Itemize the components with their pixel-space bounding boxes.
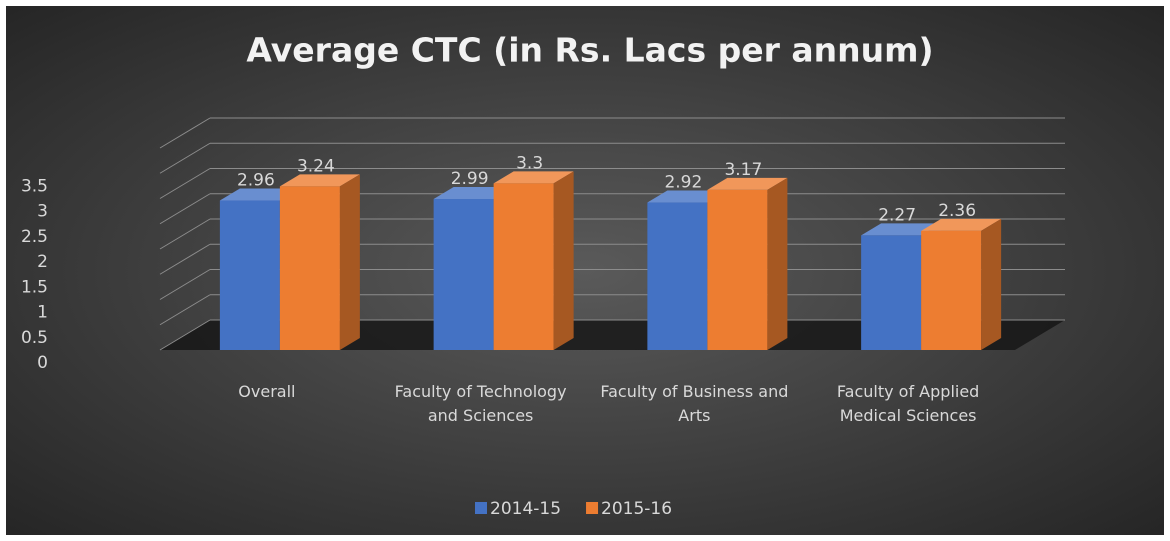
x-tick-label: Faculty of Business and Arts [600, 382, 789, 425]
legend-swatch [586, 502, 599, 514]
y-tick-label: 3 [37, 202, 48, 222]
grid-line [159, 142, 211, 174]
bar-top [707, 177, 788, 190]
bar [861, 235, 922, 350]
legend-label: 2014-15 [490, 499, 561, 519]
grid-line [159, 269, 211, 300]
data-label: 2.99 [451, 169, 489, 189]
y-tick-label: 0.5 [21, 328, 48, 348]
y-tick-label: 2.5 [21, 227, 48, 247]
legend-label: 2015-16 [601, 499, 672, 519]
y-tick-label: 3.5 [21, 176, 48, 196]
data-label: 3.3 [516, 153, 543, 173]
bar-side [553, 171, 574, 350]
floor [160, 320, 1065, 350]
grid-line [159, 168, 211, 199]
data-label: 2.96 [237, 171, 275, 191]
bar-side [339, 174, 360, 350]
x-tick-label: Overall [238, 382, 296, 401]
y-tick-label: 1.5 [21, 277, 48, 297]
legend-swatch [475, 502, 487, 514]
grid-line [159, 218, 211, 250]
data-label: 2.27 [878, 205, 916, 225]
y-tick-label: 2 [37, 252, 48, 272]
bar [921, 230, 982, 350]
bar-top [921, 218, 1002, 231]
grid-line [159, 193, 211, 225]
bar [707, 189, 768, 350]
data-label: 2.92 [664, 173, 702, 193]
bar-side [767, 177, 788, 350]
x-tick-label: Faculty of Technology and Sciences [394, 382, 567, 425]
data-label: 3.24 [297, 156, 335, 176]
grid-line [159, 243, 211, 275]
bar [279, 186, 340, 350]
grid-line [159, 117, 211, 149]
data-label: 3.17 [724, 160, 762, 180]
y-tick-label: 1 [37, 303, 48, 323]
data-label: 2.36 [938, 201, 976, 221]
bar [433, 199, 494, 350]
grid-line [159, 294, 211, 326]
x-tick-label: Faculty of Applied Medical Sciences [836, 382, 980, 425]
chart-title: Average CTC (in Rs. Lacs per annum) [246, 31, 933, 70]
bar-top [493, 171, 574, 184]
bar [219, 200, 280, 350]
bar-top [279, 174, 360, 187]
grid-line [159, 319, 211, 351]
bar-side [981, 218, 1002, 350]
y-tick-label: 0 [37, 353, 48, 373]
bar [493, 183, 554, 350]
bar [647, 202, 708, 350]
